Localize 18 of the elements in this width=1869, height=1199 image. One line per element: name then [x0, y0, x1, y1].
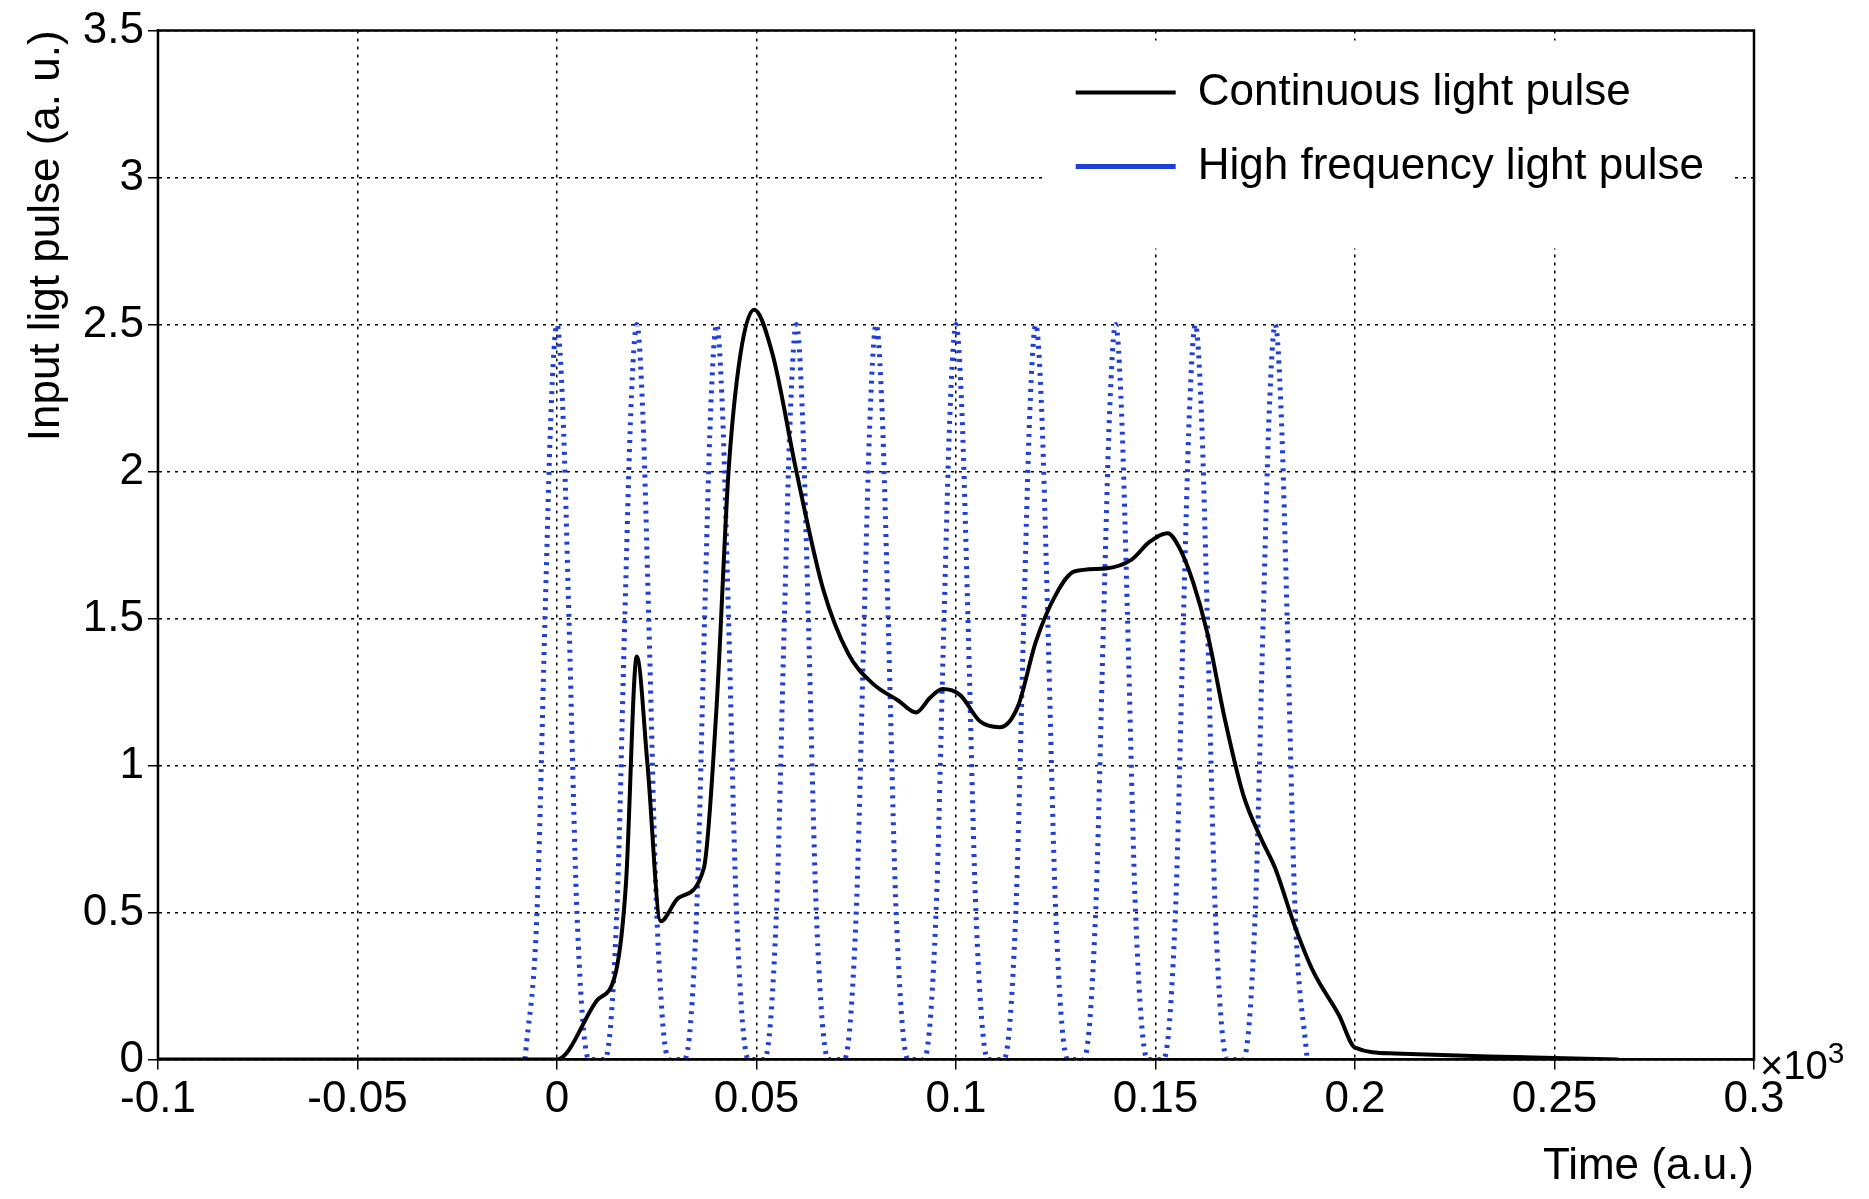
- legend-label: Continuous light pulse: [1197, 64, 1631, 114]
- y-tick-label: 1.5: [82, 590, 144, 640]
- y-tick-label: 2.5: [82, 296, 144, 346]
- x-tick-label: 0.15: [1112, 1071, 1199, 1121]
- y-tick-label: 3.5: [82, 2, 144, 52]
- y-tick-label: 2: [119, 443, 144, 493]
- y-tick-label: 0.5: [82, 884, 144, 934]
- x-tick-label: 0.1: [925, 1071, 987, 1121]
- x-axis-title: Time (a.u.): [1542, 1138, 1754, 1188]
- x-tick-label: 0.2: [1324, 1071, 1386, 1121]
- y-tick-label: 1: [119, 737, 144, 787]
- x-tick-label: 0: [544, 1071, 570, 1121]
- x-tick-label: 0.25: [1511, 1071, 1598, 1121]
- x-tick-label: 0.05: [713, 1071, 800, 1121]
- y-tick-label: 3: [119, 149, 144, 199]
- x-tick-label: -0.05: [307, 1071, 408, 1121]
- legend-label: High frequency light pulse: [1197, 138, 1705, 188]
- y-axis-title: Input ligt pulse (a. u.): [18, 30, 68, 442]
